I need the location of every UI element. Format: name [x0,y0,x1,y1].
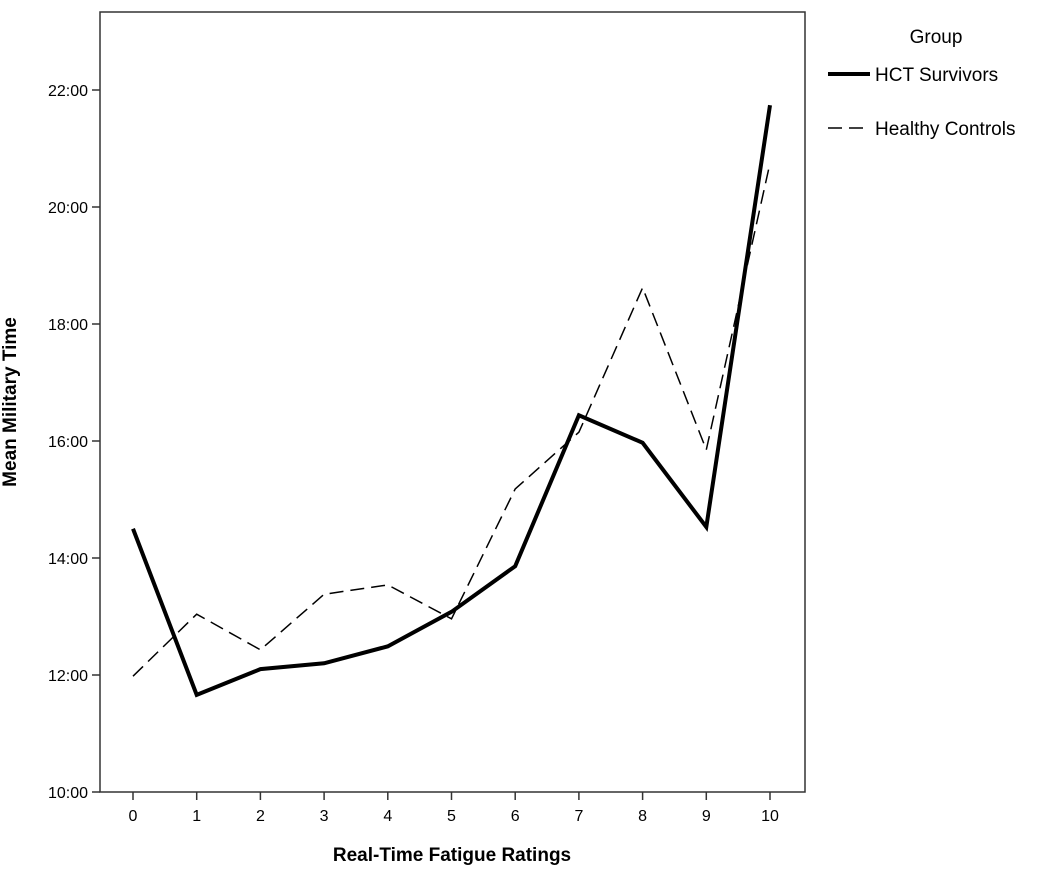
legend-title: Group [910,27,963,48]
y-tick-label: 22:00 [48,83,88,100]
x-tick-label: 0 [129,808,138,825]
legend: Group HCT Survivors Healthy Controls [828,27,1015,140]
x-tick-label: 3 [320,808,329,825]
series-line-healthy-controls [133,163,770,676]
plot-frame [100,12,805,792]
x-tick-label: 7 [574,808,583,825]
x-tick-label: 9 [702,808,711,825]
y-tick-label: 14:00 [48,551,88,568]
y-axis-label: Mean Military Time [0,317,21,487]
series-line-hct-survivors [133,105,770,695]
y-tick-label: 18:00 [48,317,88,334]
legend-label-hct-survivors: HCT Survivors [875,65,998,86]
y-tick-label: 10:00 [48,785,88,802]
x-tick-label: 5 [447,808,456,825]
x-tick-label: 4 [383,808,392,825]
y-tick-label: 16:00 [48,434,88,451]
y-tick-label: 20:00 [48,200,88,217]
x-tick-label: 2 [256,808,265,825]
x-tick-label: 1 [192,808,201,825]
x-tick-label: 8 [638,808,647,825]
x-tick-label: 10 [761,808,779,825]
legend-label-healthy-controls: Healthy Controls [875,119,1015,140]
x-tick-label: 6 [511,808,520,825]
x-axis-label: Real-Time Fatigue Ratings [333,845,571,866]
y-tick-label: 12:00 [48,668,88,685]
